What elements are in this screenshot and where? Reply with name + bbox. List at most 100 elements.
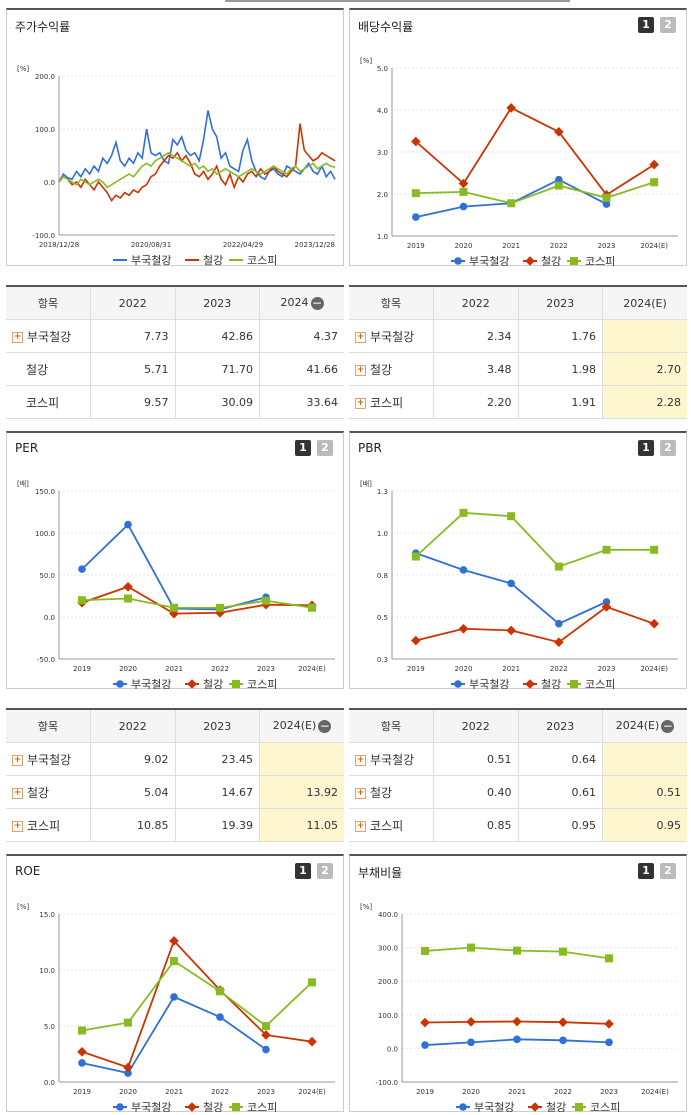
data-point: [78, 1026, 86, 1035]
data-point: [506, 103, 516, 113]
row-label-cell: + 철강: [6, 775, 91, 809]
period-1-button[interactable]: 1: [638, 440, 654, 456]
collapse-minus-icon[interactable]: −: [318, 718, 332, 733]
expand-plus-icon[interactable]: +: [12, 754, 23, 766]
period-buttons: 1 2: [295, 863, 333, 879]
y-unit-label: [%]: [17, 65, 29, 73]
header-label: 2022: [118, 719, 147, 733]
expand-plus-icon[interactable]: +: [355, 331, 366, 343]
expand-plus-icon[interactable]: +: [12, 787, 23, 799]
header-year: 2024(E) −: [602, 710, 687, 743]
row-label: 부국철강: [27, 329, 72, 344]
legend-marker: [570, 257, 578, 265]
y-tick-label: 50.0: [39, 572, 55, 580]
period-2-button[interactable]: 2: [660, 17, 676, 33]
x-tick-label: 2023: [598, 242, 616, 250]
expand-plus-icon[interactable]: +: [355, 754, 366, 766]
period-buttons: 1 2: [638, 17, 676, 33]
table-header-row: 항목 2022 2023 2024(E) −: [349, 710, 687, 743]
value-cell: 2.20: [433, 385, 519, 419]
value-cell: 2.70: [602, 352, 687, 386]
value-cell: 0.64: [518, 742, 603, 776]
x-tick-label: 2019: [407, 242, 425, 250]
legend-label: 부국철강: [131, 254, 171, 266]
x-tick-label: 2024(E): [641, 1088, 669, 1096]
data-point: [605, 1038, 613, 1047]
y-unit-label: [%]: [360, 57, 372, 65]
data-point: [605, 954, 613, 963]
y-tick-label: 4.0: [377, 107, 388, 115]
dividend-table-panel: 항목 2022 2023 2024(E) + 부국철강 2.34 1.76 + 철강 3.48 1.9…: [349, 285, 687, 419]
data-point: [124, 1069, 132, 1077]
expand-plus-icon[interactable]: +: [12, 331, 23, 343]
x-tick-label: 2018/12/28: [39, 241, 79, 249]
data-point: [512, 1016, 522, 1027]
collapse-minus-icon[interactable]: −: [310, 295, 324, 310]
x-tick-label: 2023/12/28: [295, 241, 335, 249]
expand-plus-icon[interactable]: +: [355, 397, 366, 409]
legend-label: 철강: [541, 678, 561, 689]
expand-plus-icon[interactable]: +: [355, 787, 366, 799]
period-2-button[interactable]: 2: [660, 863, 676, 879]
series-line-철강: [58, 123, 336, 203]
header-year: 2024(E) −: [259, 710, 344, 743]
period-1-button[interactable]: 1: [638, 863, 654, 879]
value-cell: 5.71: [90, 352, 176, 386]
data-point: [124, 1018, 132, 1027]
series-line-철강: [81, 939, 313, 1069]
x-tick-label: 2022: [211, 1088, 229, 1096]
x-tick-label: 2022/04/29: [223, 241, 263, 249]
legend-marker: [530, 1102, 540, 1112]
period-2-button[interactable]: 2: [317, 863, 333, 879]
period-2-button[interactable]: 2: [660, 440, 676, 456]
y-tick-label: 1.3: [377, 488, 388, 496]
period-1-button[interactable]: 1: [295, 440, 311, 456]
expand-plus-icon[interactable]: +: [355, 820, 366, 832]
row-label-cell: + 철강: [349, 352, 434, 386]
data-point: [421, 946, 429, 955]
data-point: [649, 618, 659, 629]
value-cell: 14.67: [175, 775, 260, 809]
header-label: 2024: [280, 296, 309, 310]
per-table-panel: 항목 2022 2023 2024(E) − + 부국철강 9.02 23.45 + 철강 5.04 1…: [6, 708, 344, 842]
row-label-cell: 철강: [6, 352, 91, 386]
y-tick-label: 0.3: [377, 656, 388, 664]
per-table: 항목 2022 2023 2024(E) − + 부국철강 9.02 23.45 + 철강 5.04 1…: [6, 710, 344, 842]
value-cell: 11.05: [259, 808, 344, 842]
row-label-cell: + 부국철강: [6, 742, 91, 776]
header-year: 2024−: [259, 287, 344, 320]
x-tick-label: 2019: [73, 665, 91, 673]
data-point: [78, 1059, 86, 1067]
value-cell: 2.28: [602, 385, 687, 419]
period-2-button[interactable]: 2: [317, 440, 333, 456]
table-row: + 철강 5.04 14.67 13.92: [6, 775, 344, 809]
collapse-minus-icon[interactable]: −: [661, 718, 675, 733]
y-tick-label: 10.0: [39, 967, 55, 975]
row-label-cell: + 철강: [349, 775, 434, 809]
x-tick-label: 2024(E): [640, 665, 668, 673]
data-point: [421, 1041, 429, 1049]
data-point: [307, 1036, 317, 1047]
data-point: [170, 957, 178, 966]
series-line-부국철강: [415, 552, 607, 625]
panel-title: 부채비율: [358, 866, 403, 880]
data-point: [216, 1013, 224, 1021]
data-point: [262, 1022, 270, 1030]
legend-label: 부국철강: [474, 1101, 514, 1112]
legend-label: 부국철강: [469, 255, 509, 266]
expand-plus-icon[interactable]: +: [355, 364, 366, 376]
data-point: [507, 199, 516, 208]
value-cell: [602, 319, 687, 353]
y-tick-label: -100.0: [32, 232, 55, 240]
legend-marker: [570, 680, 578, 688]
row-label: 철강: [370, 362, 393, 377]
header-label: 2022: [461, 719, 490, 733]
header-label: 2023: [203, 296, 232, 310]
expand-plus-icon[interactable]: +: [12, 820, 23, 832]
period-1-button[interactable]: 1: [295, 863, 311, 879]
y-tick-label: 300.0: [378, 945, 398, 953]
legend-label: 부국철강: [131, 1101, 171, 1112]
period-1-button[interactable]: 1: [638, 17, 654, 33]
roe-chart: [%] 15.0 10.0 5.0 0.0 2019 2020 2021 2022 2023 202…: [17, 903, 335, 1112]
